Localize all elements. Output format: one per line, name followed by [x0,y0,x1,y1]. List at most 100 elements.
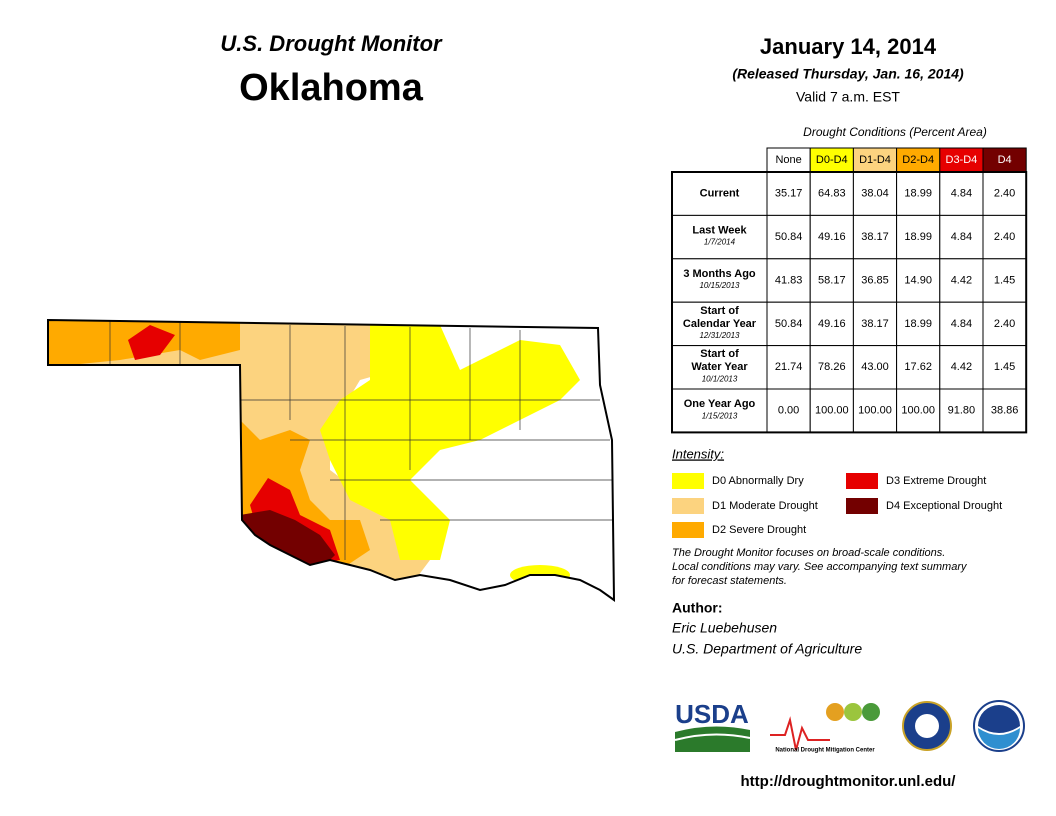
note-line: The Drought Monitor focuses on broad-sca… [672,547,945,559]
usda-text: USDA [675,699,749,729]
note-line: for forecast statements. [672,575,787,587]
table-value: 36.85 [861,274,889,286]
row-label-cell [671,214,768,260]
map [48,320,614,600]
table-value: 64.83 [818,188,846,200]
row-label: Calendar Year [683,318,757,330]
legend: Intensity: D0 Abnormally Dry D1 Moderate D… [672,446,1002,538]
legend-swatch [672,522,704,538]
table-cell [896,214,941,260]
ndmc-text: National Drought Mitigation Center [775,748,875,754]
legend-label: D1 Moderate Drought [712,500,818,512]
table-value: 4.84 [951,318,972,330]
table-cell [896,301,941,347]
legend-label: D0 Abnormally Dry [712,475,804,487]
row-label: Current [700,188,740,200]
table-value: 1.45 [994,361,1015,373]
table-cell [852,214,898,260]
table-cell [982,388,1027,433]
table-cell [766,345,811,390]
table-value: 4.42 [951,361,972,373]
table-border [671,171,1028,434]
column-header-cell [982,147,1027,173]
table-value: 58.17 [818,274,846,286]
table-value: 100.00 [815,405,849,417]
table-cell [982,214,1027,260]
table-value: 2.40 [994,318,1015,330]
column-header: D1-D4 [859,154,891,166]
table-value: 2.40 [994,231,1015,243]
table-cell [982,258,1027,303]
row-label: Last Week [692,225,747,237]
table-cell [809,171,854,216]
table-value: 17.62 [904,361,932,373]
column-header: D2-D4 [902,154,934,166]
table-value: 0.00 [778,405,799,417]
table-value: 50.84 [775,231,803,243]
row-label: 3 Months Ago [683,268,756,280]
released: (Released Thursday, Jan. 16, 2014) [732,66,964,82]
row-label-cell [671,301,768,347]
row-label: Start of [700,305,739,317]
table-value: 38.04 [861,188,889,200]
table-value: 14.90 [904,274,932,286]
usda-logo: USDA [674,699,751,752]
row-date: 10/15/2013 [699,281,740,290]
legend-title: Intensity: [672,446,724,461]
table-cell [939,388,984,433]
table-value: 41.83 [775,274,803,286]
row-label: One Year Ago [684,398,756,410]
row-label-cell [671,171,768,216]
legend-swatch [846,498,878,514]
legend-label: D2 Severe Drought [712,524,806,536]
date: January 14, 2014 [760,34,937,59]
table-value: 38.17 [861,231,889,243]
table-cell [852,258,898,303]
table-cell [809,345,854,390]
table-value: 78.26 [818,361,846,373]
table-cell [939,214,984,260]
table-value: 50.84 [775,318,803,330]
column-header: D4 [998,154,1012,166]
table-value: 2.40 [994,188,1015,200]
subtitle: U.S. Drought Monitor [220,31,443,56]
row-date: 12/31/2013 [699,331,740,340]
row-date: 10/1/2013 [702,374,738,383]
table-cell [852,345,898,390]
table-value: 38.17 [861,318,889,330]
table-value: 4.84 [951,231,972,243]
table-value: 1.45 [994,274,1015,286]
summary-table: Drought Conditions (Percent Area) None D0-… [671,125,1028,434]
table-value: 49.16 [818,318,846,330]
legend-swatch [846,473,878,489]
row-label: Water Year [691,361,748,373]
note: The Drought Monitor focuses on broad-sca… [672,547,968,587]
valid: Valid 7 a.m. EST [796,89,900,105]
table-cell [896,171,941,216]
table-cell [896,345,941,390]
table-value: 35.17 [775,188,803,200]
table-cell [766,388,811,433]
table-cell [852,388,898,433]
column-header: D3-D4 [946,154,978,166]
table-value: 18.99 [904,231,932,243]
table-value: 4.42 [951,274,972,286]
column-header-cell [896,147,941,173]
url[interactable]: http://droughtmonitor.unl.edu/ [741,773,957,790]
legend-swatch [672,473,704,489]
title: Oklahoma [239,67,424,109]
table-value: 18.99 [904,318,932,330]
column-header: None [775,154,801,166]
column-header-cell [852,147,898,173]
legend-swatch [672,498,704,514]
table-value: 91.80 [948,405,976,417]
table-value: 100.00 [901,405,935,417]
column-header-cell [939,147,984,173]
table-value: 43.00 [861,361,889,373]
table-value: 49.16 [818,231,846,243]
ndmc-logo: National Drought Mitigation Center [770,703,880,754]
table-cell [809,258,854,303]
column-header-cell [766,147,811,173]
table-cell [939,258,984,303]
